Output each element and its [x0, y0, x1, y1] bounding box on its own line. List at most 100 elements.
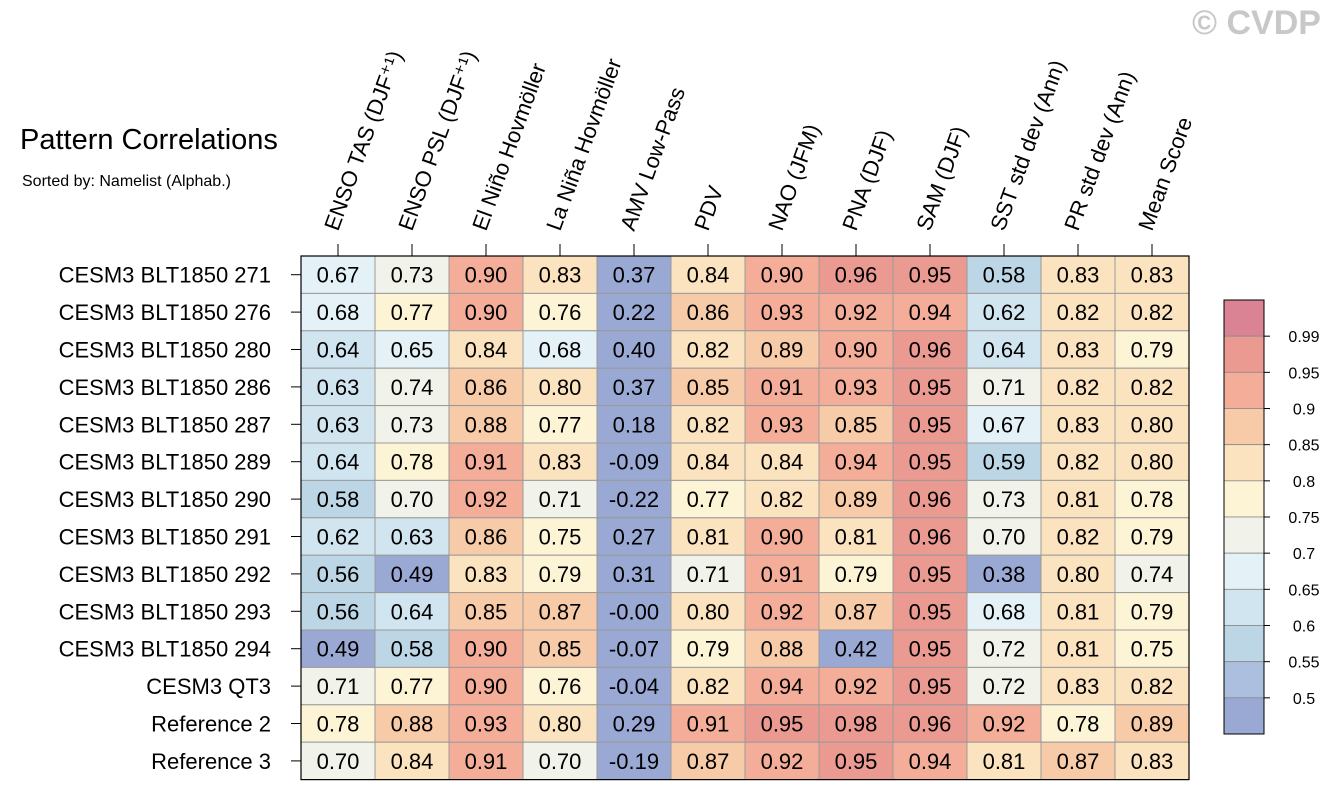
cell-value: 0.87	[539, 599, 582, 624]
colorbar-label: 0.95	[1288, 365, 1319, 382]
heatmap-cell	[596, 479, 672, 519]
cell-value: 0.90	[465, 637, 508, 662]
cell-value: 0.82	[1057, 450, 1100, 475]
heatmap-cell	[596, 666, 672, 706]
cell-value: 0.95	[909, 450, 952, 475]
cell-value: 0.49	[317, 637, 360, 662]
heatmap-cell	[1114, 554, 1190, 594]
colorbar-segment	[1223, 335, 1265, 373]
cell-value: 0.82	[761, 487, 804, 512]
heatmap-cell	[448, 704, 524, 743]
row-label: CESM3 BLT1850 286	[59, 375, 271, 400]
cell-value: 0.84	[687, 263, 730, 288]
cell-value: 0.72	[983, 674, 1026, 699]
heatmap-border	[300, 255, 1190, 781]
cell-value: 0.95	[909, 375, 952, 400]
cell-value: 0.86	[465, 375, 508, 400]
cell-value: 0.92	[761, 599, 804, 624]
cell-value: 0.86	[687, 300, 730, 325]
heatmap-cell	[1114, 255, 1190, 294]
cell-value: 0.96	[909, 487, 952, 512]
cell-value: 0.78	[391, 450, 434, 475]
heatmap-cell	[1040, 517, 1116, 556]
heatmap-cell	[892, 330, 968, 369]
cell-value: 0.95	[909, 637, 952, 662]
cell-value: 0.77	[391, 674, 434, 699]
heatmap-cell	[448, 741, 524, 781]
heatmap-cell	[818, 554, 894, 594]
cell-value: 0.73	[391, 412, 434, 437]
heatmap-cell	[522, 554, 598, 594]
heatmap-cell	[1040, 405, 1116, 444]
cell-value: 0.76	[539, 674, 582, 699]
cell-value: 0.68	[539, 338, 582, 363]
heatmap-cell	[744, 442, 820, 481]
cell-value: 0.85	[687, 375, 730, 400]
cell-value: 0.81	[1057, 599, 1100, 624]
cell-value: 0.29	[613, 712, 656, 737]
heatmap-cell	[670, 629, 746, 668]
heatmap-cell	[1114, 741, 1190, 781]
row-label: CESM3 BLT1850 293	[59, 599, 271, 624]
cell-value: 0.95	[835, 749, 878, 774]
cell-value: 0.93	[465, 712, 508, 737]
cell-value: 0.82	[687, 412, 730, 437]
cell-value: 0.92	[835, 300, 878, 325]
cell-value: 0.22	[613, 300, 656, 325]
colorbar-label: 0.99	[1288, 329, 1319, 346]
cell-value: 0.93	[761, 412, 804, 437]
cell-value: 0.27	[613, 525, 656, 550]
cell-value: 0.67	[317, 263, 360, 288]
cell-value: 0.82	[1131, 300, 1174, 325]
cell-value: 0.82	[1057, 525, 1100, 550]
cell-value: 0.63	[317, 375, 360, 400]
cell-value: 0.82	[1131, 674, 1174, 699]
cell-value: 0.90	[465, 300, 508, 325]
heatmap-cell	[448, 629, 524, 668]
cell-value: 0.80	[687, 599, 730, 624]
cell-value: 0.96	[909, 338, 952, 363]
cell-value: 0.98	[835, 712, 878, 737]
heatmap-cell	[300, 666, 376, 706]
heatmap-cell	[448, 330, 524, 369]
heatmap-cell	[448, 666, 524, 706]
cell-value: 0.93	[761, 300, 804, 325]
heatmap-cell	[300, 367, 376, 407]
heatmap-cell	[596, 367, 672, 407]
heatmap-cell	[966, 592, 1042, 631]
heatmap-cell	[966, 367, 1042, 407]
heatmap-cell	[596, 405, 672, 444]
heatmap-cell	[596, 442, 672, 481]
row-label: CESM3 BLT1850 290	[59, 487, 271, 512]
heatmap-cell	[818, 442, 894, 481]
cell-value: 0.64	[983, 338, 1026, 363]
cell-value: 0.67	[983, 412, 1026, 437]
heatmap-cell	[670, 367, 746, 407]
heatmap-cell	[1040, 666, 1116, 706]
cell-value: 0.84	[391, 749, 434, 774]
cell-value: 0.80	[539, 375, 582, 400]
cell-value: 0.93	[835, 375, 878, 400]
cell-value: 0.92	[761, 749, 804, 774]
heatmap-cell	[670, 292, 746, 332]
heatmap-cell	[522, 592, 598, 631]
heatmap-cell	[892, 292, 968, 332]
cell-value: 0.62	[317, 525, 360, 550]
cell-value: 0.85	[465, 599, 508, 624]
heatmap-cell	[596, 292, 672, 332]
cell-value: 0.95	[909, 599, 952, 624]
cell-value: 0.88	[761, 637, 804, 662]
cell-value: 0.95	[909, 263, 952, 288]
colorbar-segment	[1223, 444, 1265, 482]
heatmap-cell	[818, 255, 894, 294]
heatmap-cell	[448, 367, 524, 407]
cell-value: 0.73	[391, 263, 434, 288]
heatmap-cell	[300, 741, 376, 781]
heatmap-cell	[522, 741, 598, 781]
cell-value: 0.79	[1131, 338, 1174, 363]
colorbar-segment	[1223, 588, 1265, 626]
cell-value: 0.75	[1131, 637, 1174, 662]
cell-value: 0.94	[909, 300, 952, 325]
cell-value: 0.83	[539, 450, 582, 475]
